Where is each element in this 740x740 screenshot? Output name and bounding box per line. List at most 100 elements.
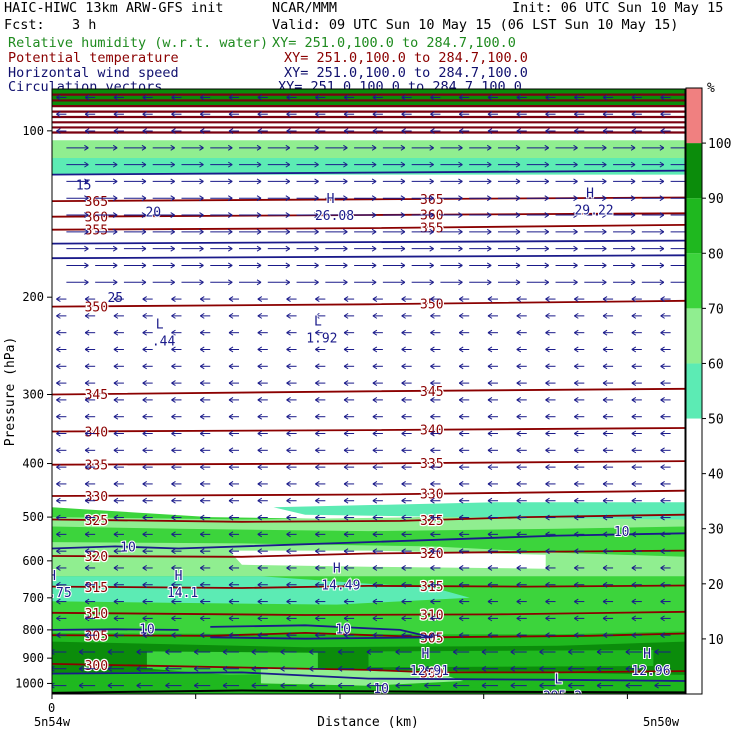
y-tick-label: 300: [22, 387, 44, 401]
circulation-vector-head: [401, 329, 406, 336]
circulation-vector-head: [486, 245, 492, 252]
circulation-vector-head: [400, 144, 406, 151]
circulation-vector-head: [515, 228, 521, 235]
circulation-vector-head: [430, 514, 435, 521]
circulation-vector-head: [113, 447, 119, 454]
circulation-vector-head: [574, 111, 579, 118]
circulation-vector-head: [631, 447, 637, 454]
theta-contour: [52, 460, 685, 466]
circulation-vector-head: [257, 128, 263, 134]
colorbar-unit: %: [707, 81, 715, 96]
circulation-vector-head: [78, 682, 84, 689]
extremum-value: 12.91: [410, 664, 449, 679]
rh-band: [368, 650, 654, 668]
circulation-vector-head: [343, 195, 348, 202]
wind-contour: [52, 239, 685, 245]
circulation-vector-head: [401, 632, 406, 639]
circulation-vector-head: [659, 262, 665, 269]
circulation-vector-head: [142, 481, 147, 487]
circulation-vector-head: [107, 649, 113, 655]
wind-label: 20: [145, 206, 161, 221]
circulation-vector-head: [84, 296, 90, 302]
circulation-vector-head: [516, 598, 522, 605]
circulation-vector-head: [401, 514, 406, 521]
circulation-vector-head: [315, 111, 320, 118]
circulation-vector-head: [458, 346, 464, 353]
circulation-vector-head: [516, 497, 522, 504]
circulation-vector-head: [516, 111, 522, 118]
circulation-vector-head: [113, 481, 119, 487]
circulation-vector-head: [371, 195, 377, 202]
circulation-vector-head: [660, 396, 665, 403]
circulation-vector-head: [112, 144, 118, 151]
circulation-vector-head: [573, 262, 578, 269]
circulation-vector-head: [56, 380, 61, 387]
circulation-vector-head: [568, 665, 573, 672]
circulation-vector-head: [84, 178, 89, 185]
circulation-vector-head: [170, 161, 175, 168]
circulation-vector-head: [659, 178, 665, 185]
circulation-vector-head: [487, 296, 493, 302]
circulation-vector-head: [487, 413, 493, 420]
circulation-vector-head: [343, 581, 349, 588]
circulation-vector-head: [343, 245, 348, 252]
circulation-vector-head: [372, 497, 378, 504]
circulation-vector-head: [515, 245, 521, 252]
circulation-vector-head: [602, 363, 608, 370]
y-tick-label: 500: [22, 510, 44, 524]
y-tick-label: 700: [22, 591, 44, 605]
circulation-vector-head: [56, 615, 61, 622]
circulation-vector-head: [510, 649, 516, 655]
circulation-vector-head: [56, 363, 61, 370]
circulation-vector-head: [170, 245, 175, 252]
circulation-vector-head: [602, 245, 607, 252]
circulation-vector-head: [171, 565, 176, 571]
circulation-vector-head: [574, 329, 579, 336]
circulation-vector-head: [458, 396, 464, 403]
circulation-vector-head: [631, 464, 637, 471]
circulation-vector-head: [401, 581, 406, 588]
circulation-vector-head: [113, 531, 119, 538]
circulation-vector-head: [343, 94, 349, 101]
circulation-vector-head: [285, 245, 291, 252]
theta-label: 345: [85, 388, 108, 403]
circulation-vector-head: [171, 632, 176, 639]
circulation-vector-head: [315, 346, 320, 353]
theta-contour: [52, 610, 685, 616]
circulation-vector-head: [660, 531, 665, 538]
theta-label: 305: [420, 631, 443, 646]
circulation-vector-head: [481, 665, 487, 672]
circulation-vector-head: [573, 161, 578, 168]
circulation-vector-head: [171, 497, 176, 504]
circulation-vector-head: [56, 396, 61, 403]
circulation-vector-head: [193, 649, 199, 655]
circulation-vector-head: [458, 144, 463, 151]
circulation-vector-head: [660, 296, 665, 302]
circulation-vector-head: [56, 346, 61, 353]
circulation-vector-head: [280, 665, 285, 672]
circulation-vector-head: [545, 447, 550, 454]
circulation-vector-head: [286, 565, 291, 571]
circulation-vector-head: [401, 565, 406, 571]
circulation-vector-head: [400, 161, 406, 168]
circulation-vector-head: [458, 514, 464, 521]
circulation-vector-head: [286, 363, 291, 370]
circulation-vector-head: [602, 430, 608, 437]
circulation-vector-head: [574, 581, 579, 588]
circulation-vector-head: [142, 447, 147, 454]
circulation-vector-head: [315, 363, 320, 370]
circulation-vector-head: [228, 296, 234, 302]
circulation-vector-head: [199, 329, 205, 336]
circulation-vector-head: [257, 581, 263, 588]
circulation-vector-head: [199, 413, 205, 420]
circulation-vector-head: [654, 649, 659, 655]
circulation-vector-head: [660, 548, 665, 555]
circulation-vector-head: [487, 312, 493, 319]
circulation-vector-head: [366, 649, 372, 655]
circulation-vector-head: [84, 111, 90, 118]
circulation-vector-head: [199, 548, 205, 555]
circulation-vector-head: [315, 413, 320, 420]
circulation-vector-head: [141, 212, 147, 218]
